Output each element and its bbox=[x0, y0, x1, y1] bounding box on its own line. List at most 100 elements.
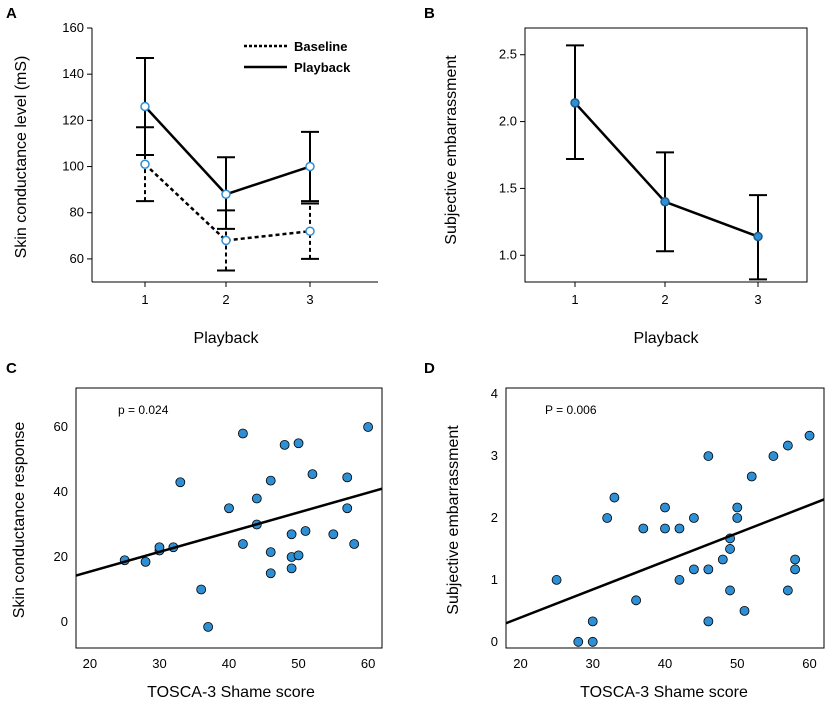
panel-c-y-axis-title: Skin conductance response bbox=[11, 422, 28, 619]
scatter-point bbox=[300, 526, 311, 536]
y-tick-label: 3 bbox=[491, 448, 498, 463]
panel-label-d: D bbox=[424, 360, 435, 377]
scatter-point bbox=[674, 523, 685, 534]
scatter-point bbox=[196, 584, 207, 595]
x-tick-label: 1 bbox=[141, 292, 148, 307]
y-tick-label: 2 bbox=[491, 510, 498, 525]
panel-b-y-axis-title: Subjective embarrassment bbox=[443, 55, 460, 245]
scatter-point bbox=[631, 595, 641, 606]
panel-a-y-axis-title: Skin conductance level (mS) bbox=[13, 56, 30, 259]
y-tick-label: 2.0 bbox=[499, 114, 517, 129]
panel-c-skin-conductance-response: C Skin conductance response TOSCA-3 Sham… bbox=[6, 360, 383, 701]
scatter-point bbox=[265, 475, 276, 486]
scatter-point bbox=[703, 616, 714, 627]
scatter-point bbox=[732, 502, 743, 513]
panel-a-x-axis-title: Playback bbox=[194, 330, 260, 347]
trend-line bbox=[75, 487, 383, 577]
scatter-point bbox=[265, 547, 276, 558]
scatter-point bbox=[251, 493, 262, 504]
x-tick-label: 1 bbox=[571, 292, 578, 307]
scatter-point bbox=[674, 575, 685, 585]
scatter-point bbox=[790, 564, 800, 575]
scatter-point bbox=[551, 575, 562, 585]
y-tick-label: 140 bbox=[62, 66, 84, 81]
scatter-point bbox=[768, 451, 779, 461]
panel-label-c: C bbox=[6, 360, 17, 377]
y-tick-label: 1.0 bbox=[499, 247, 517, 262]
scatter-point bbox=[660, 523, 670, 534]
baseline-point bbox=[221, 235, 231, 246]
x-tick-label: 3 bbox=[754, 292, 761, 307]
scatter-point bbox=[587, 616, 598, 627]
scatter-point bbox=[265, 568, 276, 579]
x-tick-label: 50 bbox=[291, 656, 305, 671]
scatter-point bbox=[175, 477, 186, 488]
panel-b-frame bbox=[524, 27, 808, 283]
panel-label-a: A bbox=[6, 5, 17, 22]
panel-d-y-axis-title: Subjective embarrassment bbox=[445, 425, 462, 615]
scatter-point bbox=[238, 428, 248, 439]
y-tick-label: 1.5 bbox=[499, 180, 517, 195]
y-tick-label: 80 bbox=[70, 205, 84, 220]
scatter-point bbox=[782, 585, 793, 596]
scatter-point bbox=[703, 451, 714, 461]
scatter-point bbox=[349, 539, 360, 549]
scatter-point bbox=[660, 502, 670, 513]
y-tick-label: 120 bbox=[62, 112, 84, 127]
x-tick-label: 60 bbox=[802, 656, 816, 671]
y-tick-label: 40 bbox=[54, 484, 68, 499]
y-tick-label: 2.5 bbox=[499, 47, 517, 62]
scatter-point bbox=[638, 523, 649, 534]
scatter-point bbox=[689, 564, 699, 575]
x-tick-label: 30 bbox=[585, 656, 599, 671]
scatter-point bbox=[293, 438, 304, 449]
x-tick-label: 40 bbox=[658, 656, 672, 671]
y-tick-label: 60 bbox=[54, 419, 68, 434]
panel-d-frame bbox=[505, 387, 825, 649]
x-tick-label: 20 bbox=[513, 656, 527, 671]
x-tick-label: 40 bbox=[222, 656, 236, 671]
y-tick-label: 60 bbox=[70, 251, 84, 266]
y-tick-label: 0 bbox=[491, 634, 498, 649]
y-tick-label: 4 bbox=[491, 386, 498, 401]
baseline-series-line bbox=[144, 163, 311, 242]
panel-c-frame bbox=[75, 387, 383, 649]
scatter-point bbox=[307, 469, 318, 480]
trend-line bbox=[505, 498, 825, 625]
subjective-embarrassment-series-line bbox=[574, 102, 759, 238]
panel-label-b: B bbox=[424, 5, 435, 22]
legend-baseline-label: Baseline bbox=[294, 39, 347, 54]
scatter-point bbox=[286, 563, 297, 574]
panel-d-x-axis-title: TOSCA-3 Shame score bbox=[580, 684, 748, 701]
playback-point bbox=[305, 161, 315, 172]
playback-point bbox=[140, 101, 150, 112]
x-tick-label: 2 bbox=[222, 292, 229, 307]
x-tick-label: 50 bbox=[730, 656, 744, 671]
scatter-point bbox=[703, 564, 714, 575]
x-tick-label: 60 bbox=[361, 656, 375, 671]
scatter-point bbox=[342, 503, 353, 514]
scatter-point bbox=[725, 585, 735, 596]
scatter-point bbox=[573, 636, 584, 647]
playback-point bbox=[221, 189, 231, 200]
scatter-point bbox=[587, 636, 598, 647]
scatter-point bbox=[203, 621, 214, 632]
panel-c-p-value: p = 0.024 bbox=[118, 403, 169, 417]
y-tick-label: 1 bbox=[491, 572, 498, 587]
subjective-embarrassment-point bbox=[660, 197, 670, 207]
scatter-point bbox=[602, 513, 613, 523]
scatter-point bbox=[790, 554, 800, 565]
y-tick-label: 160 bbox=[62, 20, 84, 35]
panel-a-skin-conductance-level: A Skin conductance level (mS) Playback B… bbox=[6, 5, 378, 347]
legend-playback-label: Playback bbox=[294, 60, 351, 75]
scatter-point bbox=[609, 492, 620, 503]
scatter-point bbox=[328, 529, 339, 540]
scatter-point bbox=[689, 513, 699, 523]
scatter-point bbox=[293, 550, 304, 561]
y-tick-label: 0 bbox=[61, 614, 68, 629]
playback-series-line bbox=[144, 105, 311, 196]
scatter-point bbox=[717, 554, 728, 565]
baseline-point bbox=[305, 226, 315, 236]
x-tick-label: 20 bbox=[83, 656, 97, 671]
